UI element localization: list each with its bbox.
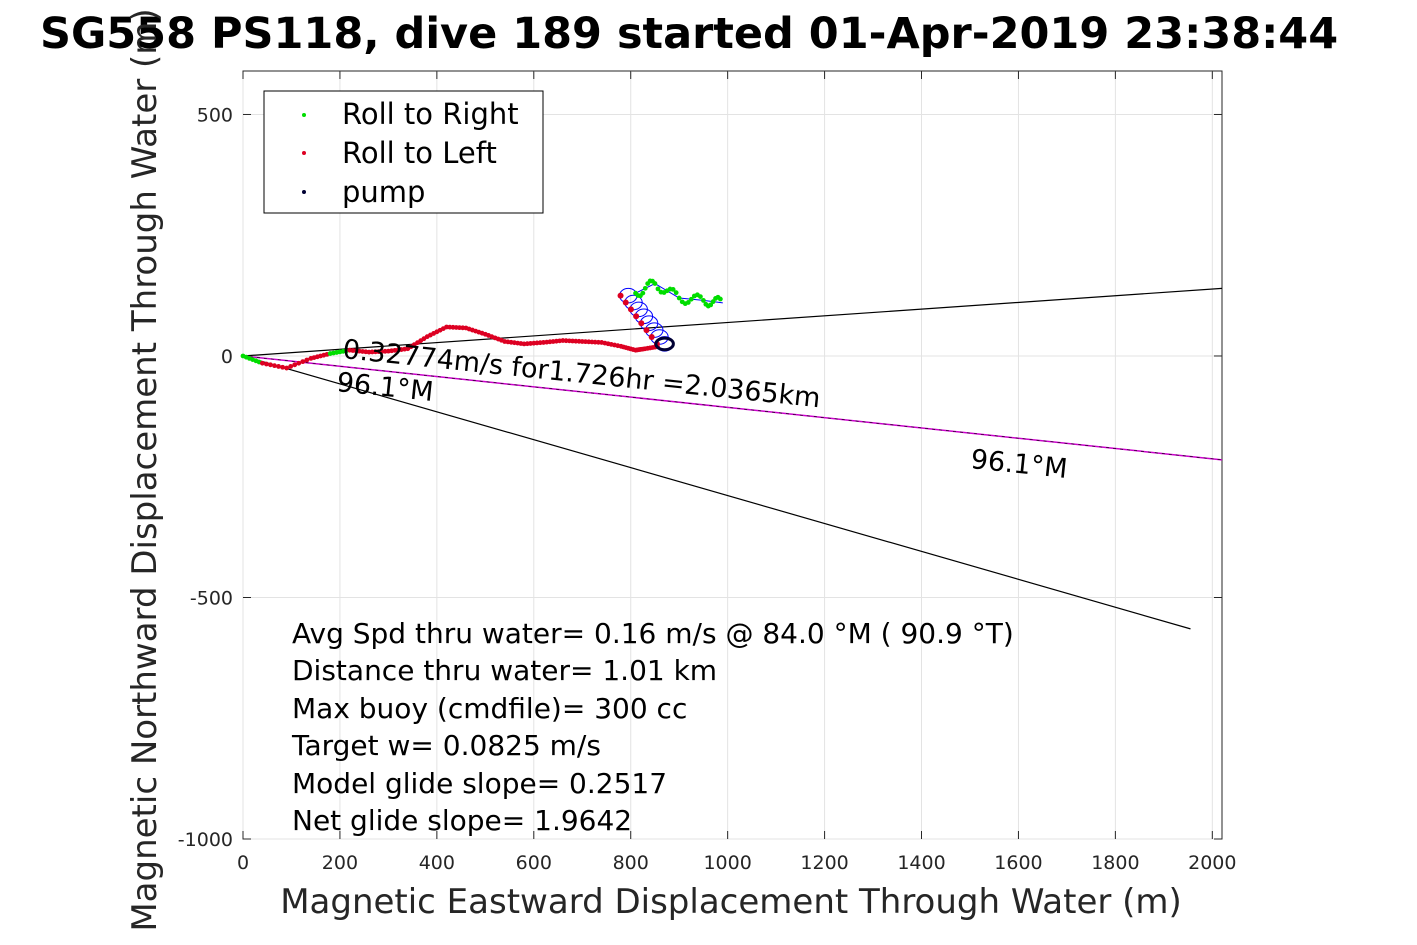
roll-marker: [642, 285, 648, 291]
roll-marker: [617, 292, 624, 299]
x-tick-label: 1800: [1091, 852, 1139, 874]
roll-marker: [697, 294, 703, 299]
legend-label-roll-right: Roll to Right: [342, 97, 519, 131]
roll-marker: [292, 362, 298, 368]
pump-marker: [654, 336, 675, 352]
roll-marker: [643, 327, 650, 334]
roll-marker: [300, 359, 306, 365]
chart-title: SG558 PS118, dive 189 started 01-Apr-201…: [40, 9, 1338, 59]
x-axis-label: Magnetic Eastward Displacement Through W…: [280, 882, 1182, 922]
roll-marker: [670, 286, 676, 292]
x-tick-label: 2000: [1188, 852, 1236, 874]
stats-line: Net glide slope= 1.9642: [292, 804, 632, 837]
roll-marker: [276, 364, 281, 369]
reference-lines: [242, 287, 1223, 630]
legend-label-pump: pump: [342, 175, 425, 209]
roll-marker: [264, 361, 269, 367]
y-tick-label: 0: [221, 346, 233, 368]
stats-line: Avg Spd thru water= 0.16 m/s @ 84.0 °M (…: [292, 617, 1014, 650]
current-line: [242, 355, 1223, 461]
roll-marker: [685, 300, 691, 305]
stats-line: Target w= 0.0825 m/s: [291, 729, 601, 762]
stats-line: Max buoy (cmdfile)= 300 cc: [292, 692, 687, 725]
reference-line: [242, 287, 1223, 357]
roll-marker: [280, 364, 285, 370]
reference-line: [242, 355, 1191, 630]
current-line-dash: [242, 355, 1223, 461]
stats-line: Model glide slope= 0.2517: [292, 767, 667, 800]
legend-marker-roll-left: [302, 151, 306, 155]
roll-marker: [638, 320, 645, 327]
roll-marker: [304, 357, 310, 363]
x-tick-label: 600: [516, 852, 552, 874]
y-tick-label: -500: [190, 587, 233, 609]
legend-label-roll-left: Roll to Left: [342, 136, 497, 170]
roll-marker: [717, 296, 723, 302]
roll-marker: [701, 298, 706, 303]
roll-marker: [633, 313, 640, 320]
y-tick-label: 500: [197, 104, 233, 126]
legend-box: [263, 90, 544, 214]
x-tick-label: 1400: [897, 852, 945, 874]
roll-marker: [268, 362, 273, 368]
roll-markers: [240, 278, 723, 371]
x-tick-label: 200: [322, 852, 358, 874]
stats-line: Distance thru water= 1.01 km: [292, 654, 717, 687]
legend-marker-roll-right: [302, 113, 306, 117]
grid-lines: [242, 71, 1222, 840]
roll-marker: [296, 360, 302, 366]
x-tick-label: 1600: [994, 852, 1042, 874]
legend: Roll to Right Roll to Left pump: [263, 90, 544, 214]
roll-marker: [652, 281, 658, 286]
y-tick-label: -1000: [178, 829, 233, 851]
y-axis-label: Magnetic Northward Displacement Through …: [125, 8, 165, 931]
axis-ticks: 0 200 400 600 800 1000 1200 1400 1600 1800 2000 -10…: [178, 71, 1236, 874]
roll-marker: [673, 290, 679, 296]
roll-marker: [622, 299, 629, 306]
roll-marker: [640, 290, 646, 296]
x-tick-label: 800: [613, 852, 649, 874]
roll-marker: [627, 306, 634, 313]
roll-marker: [288, 364, 294, 369]
x-tick-label: 1200: [800, 852, 848, 874]
legend-marker-pump: [302, 190, 306, 194]
roll-marker: [259, 360, 265, 366]
roll-marker: [648, 334, 655, 341]
roll-marker: [284, 365, 290, 371]
roll-marker: [688, 296, 694, 302]
roll-marker: [272, 363, 277, 369]
x-tick-label: 0: [237, 852, 249, 874]
roll-marker: [655, 286, 661, 292]
stats-block: Avg Spd thru water= 0.16 m/s @ 84.0 °M (…: [291, 617, 1014, 837]
x-tick-label: 1000: [703, 852, 751, 874]
roll-marker: [676, 295, 682, 301]
x-tick-label: 400: [419, 852, 455, 874]
